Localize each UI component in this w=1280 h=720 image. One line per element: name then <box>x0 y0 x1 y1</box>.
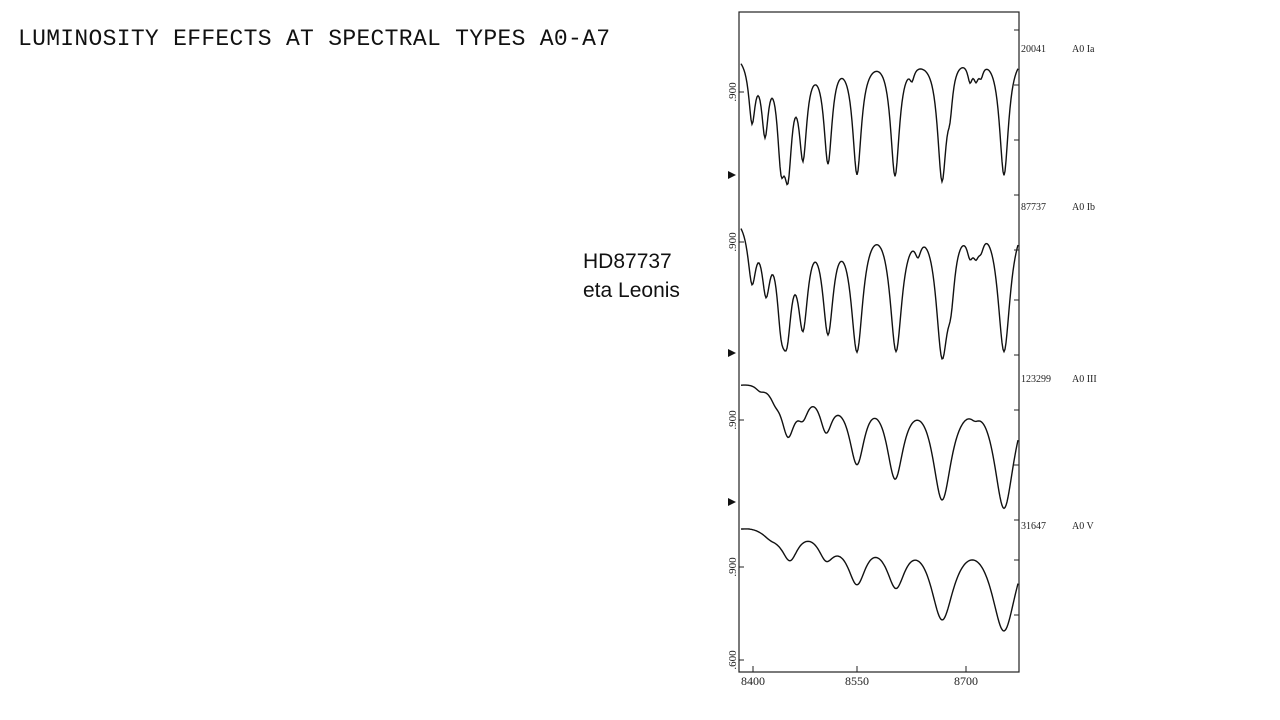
spectrum-curve <box>740 63 1019 186</box>
note-line: eta Leonis <box>583 279 680 302</box>
star-hd-label: 20041 <box>1021 44 1046 55</box>
y-axis-label: .900 <box>727 557 739 577</box>
spectrum-curve <box>740 528 1019 632</box>
star-hd-label: 123299 <box>1021 374 1051 385</box>
star-hd-label: 87737 <box>1021 202 1046 213</box>
star-hd-label: 31647 <box>1021 521 1046 532</box>
y-axis-label: .900 <box>727 232 739 252</box>
x-axis-label: 8700 <box>954 674 978 688</box>
arrow-marker <box>728 498 736 506</box>
y-axis-label: .900 <box>727 82 739 102</box>
spectral-type-label: A0 V <box>1072 521 1095 532</box>
spectral-type-label: A0 Ib <box>1072 202 1095 213</box>
x-axis-label: 8550 <box>845 674 869 688</box>
spectral-type-label: A0 III <box>1072 374 1097 385</box>
figure-frame <box>738 11 1020 673</box>
y-axis-label: .600 <box>727 650 739 670</box>
spectral-type-label: A0 Ia <box>1072 44 1095 55</box>
figure-labels: 20041 A0 Ia 87737 A0 Ib 123299 A0 III 31647 A0 … <box>727 44 1097 688</box>
spectra-curves <box>739 29 1019 672</box>
slide-title: LUMINOSITY EFFECTS AT SPECTRAL TYPES A0-… <box>18 26 611 52</box>
y-axis-label: .900 <box>727 410 739 430</box>
arrow-marker <box>728 349 736 357</box>
spectrum-curve <box>740 228 1019 360</box>
arrow-marker <box>728 171 736 179</box>
note-line: HD87737 <box>583 250 672 273</box>
star-note: HD87737 eta Leonis <box>583 247 680 305</box>
spectrum-curve <box>741 384 1019 510</box>
x-axis-label: 8400 <box>741 674 765 688</box>
